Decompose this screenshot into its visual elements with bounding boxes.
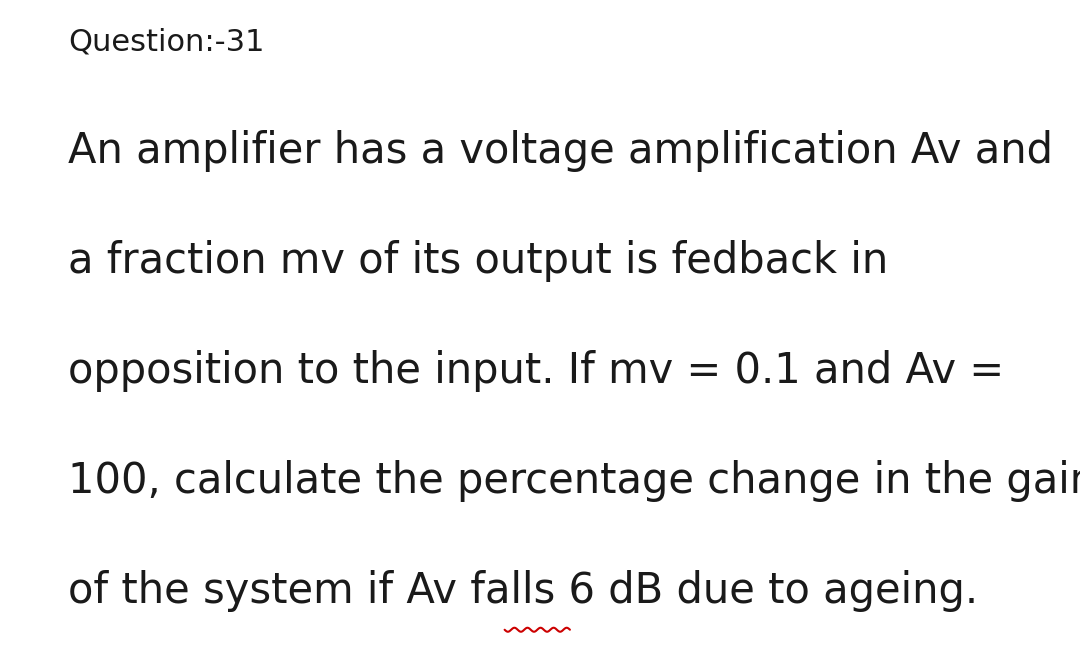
Text: opposition to the input. If mv = 0.1 and Av =: opposition to the input. If mv = 0.1 and… (68, 350, 1004, 392)
Text: Question:-31: Question:-31 (68, 28, 265, 57)
Text: a fraction mv of its output is fedback in: a fraction mv of its output is fedback i… (68, 240, 888, 282)
Text: 100, calculate the percentage change in the gain: 100, calculate the percentage change in … (68, 460, 1080, 502)
Text: An amplifier has a voltage amplification Av and: An amplifier has a voltage amplification… (68, 130, 1053, 172)
Text: of the system if Av falls 6 dB due to ageing.: of the system if Av falls 6 dB due to ag… (68, 570, 978, 612)
